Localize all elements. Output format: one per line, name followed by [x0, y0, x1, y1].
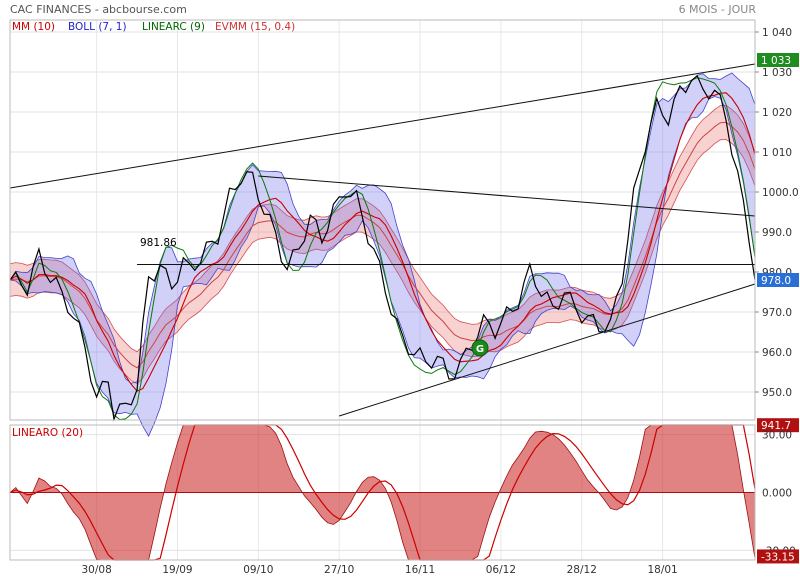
- price-tick-label: 1 010: [762, 147, 792, 159]
- price-tick-label: 1000.0: [762, 187, 799, 199]
- x-tick-label: 28/12: [567, 564, 597, 576]
- x-tick-label: 16/11: [405, 564, 435, 576]
- chart-title: CAC FINANCES - abcbourse.com: [10, 3, 187, 16]
- lines-layer: [9, 74, 756, 422]
- legend-evmm: EVMM (15, 0.4): [215, 21, 295, 33]
- price-badge-0: [757, 53, 799, 67]
- price-tick-label: 950.0: [762, 387, 792, 399]
- upper-trendline: [9, 63, 756, 189]
- g-marker-label: G: [476, 344, 484, 355]
- x-tick-label: 18/01: [647, 564, 677, 576]
- price-badge-1: [757, 273, 799, 287]
- mm10-line: [9, 92, 756, 392]
- hline-label: 981.86: [140, 237, 177, 249]
- price-tick-label: 1 030: [762, 67, 792, 79]
- evmm-line: [9, 121, 756, 369]
- resistance-trendline: [258, 175, 756, 217]
- osc-badge: [757, 549, 799, 564]
- price-tick-label: 990.0: [762, 227, 792, 239]
- x-tick-label: 27/10: [324, 564, 354, 576]
- price-badge-label: 1 033: [761, 55, 791, 67]
- osc-tick-label: 30.00: [762, 430, 792, 442]
- support-trendline: [339, 283, 756, 417]
- legend-mm: MM (10): [12, 21, 55, 33]
- g-marker: G: [471, 339, 489, 357]
- price-tick-label: 970.0: [762, 307, 792, 319]
- x-tick-label: 06/12: [486, 564, 516, 576]
- price-badge-2: [757, 418, 799, 433]
- price-badge-label: 978.0: [761, 275, 791, 287]
- price-panel-border: [9, 19, 756, 421]
- trendlines: [9, 63, 756, 417]
- price-tick-label: 960.0: [762, 347, 792, 359]
- osc-badge-label: -33.15: [761, 551, 795, 563]
- price-tick-label: 1 020: [762, 107, 792, 119]
- x-tick-label: 19/09: [162, 564, 192, 576]
- x-tick-label: 09/10: [243, 564, 273, 576]
- legend-boll: BOLL (7, 1): [68, 21, 127, 33]
- period-label: 6 MOIS - JOUR: [679, 3, 757, 16]
- osc-panel-border: [9, 424, 756, 561]
- price-tick-label: 1 040: [762, 27, 792, 39]
- osc-label: LINEARO (20): [12, 427, 83, 439]
- price-badge-label: 941.7: [761, 420, 791, 432]
- legend-linearc: LINEARC (9): [142, 21, 205, 33]
- x-tick-label: 30/08: [81, 564, 111, 576]
- osc-tick-label: 0.000: [762, 488, 792, 500]
- price-line: [9, 74, 756, 422]
- linearc-line: [9, 77, 756, 421]
